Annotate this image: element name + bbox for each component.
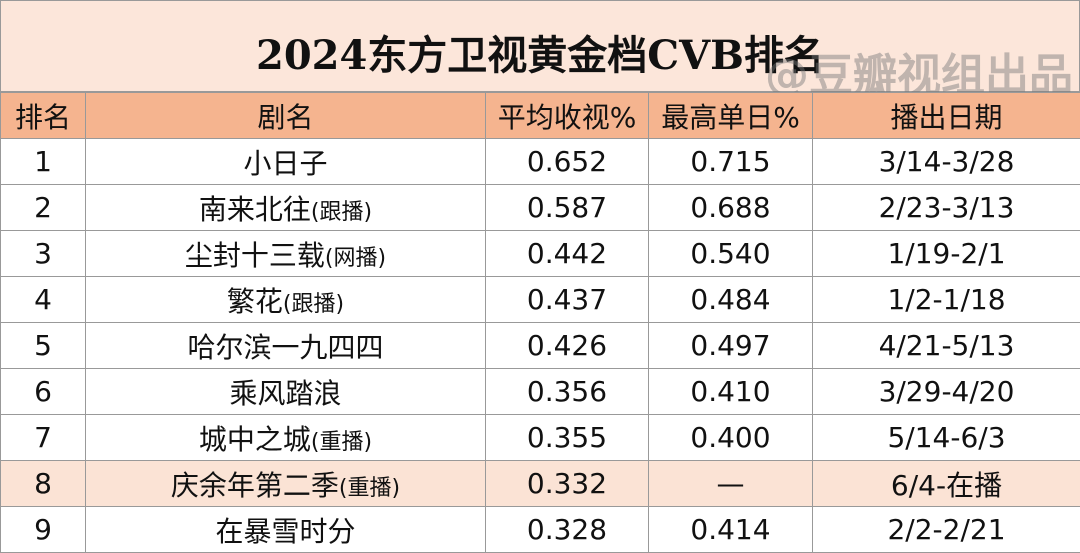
broadcast-tag: (跟播) <box>311 200 372 225</box>
air-dates-cell: 1/2-1/18 <box>813 277 1080 323</box>
peak-rating-cell: 0.540 <box>649 231 813 277</box>
air-dates-cell: 3/29-4/20 <box>813 369 1080 415</box>
air-dates-cell: 2/23-3/13 <box>813 185 1080 231</box>
drama-name: 繁花 <box>227 285 283 318</box>
column-header: 平均收视% <box>486 93 649 139</box>
peak-rating-cell: 0.414 <box>649 507 813 553</box>
drama-name: 乘风踏浪 <box>229 377 341 410</box>
peak-rating-cell: 0.400 <box>649 415 813 461</box>
drama-name: 南来北往 <box>199 193 311 226</box>
avg-rating-cell: 0.356 <box>486 369 649 415</box>
rank-cell: 4 <box>1 277 86 323</box>
name-cell: 尘封十三载(网播) <box>86 231 486 277</box>
rank-cell: 5 <box>1 323 86 369</box>
drama-name: 在暴雪时分 <box>215 515 355 548</box>
avg-rating-cell: 0.355 <box>486 415 649 461</box>
peak-rating-cell: 0.410 <box>649 369 813 415</box>
peak-rating-cell: 0.715 <box>649 139 813 185</box>
avg-rating-cell: 0.652 <box>486 139 649 185</box>
avg-rating-cell: 0.442 <box>486 231 649 277</box>
name-cell: 在暴雪时分 <box>86 507 486 553</box>
rank-cell: 2 <box>1 185 86 231</box>
air-dates-cell: 2/2-2/21 <box>813 507 1080 553</box>
rank-cell: 6 <box>1 369 86 415</box>
air-dates-cell: 4/21-5/13 <box>813 323 1080 369</box>
drama-name: 城中之城 <box>199 423 311 456</box>
peak-rating-cell: — <box>649 461 813 507</box>
rank-cell: 9 <box>1 507 86 553</box>
name-cell: 小日子 <box>86 139 486 185</box>
avg-rating-cell: 0.328 <box>486 507 649 553</box>
peak-rating-cell: 0.497 <box>649 323 813 369</box>
name-cell: 南来北往(跟播) <box>86 185 486 231</box>
air-dates-cell: 3/14-3/28 <box>813 139 1080 185</box>
name-cell: 繁花(跟播) <box>86 277 486 323</box>
peak-rating-cell: 0.484 <box>649 277 813 323</box>
broadcast-tag: (跟播) <box>283 292 344 317</box>
avg-rating-cell: 0.332 <box>486 461 649 507</box>
rank-cell: 8 <box>1 461 86 507</box>
drama-name: 尘封十三载 <box>185 239 325 272</box>
column-header: 排名 <box>1 93 86 139</box>
name-cell: 哈尔滨一九四四 <box>86 323 486 369</box>
header-row: 排名剧名平均收视%最高单日%播出日期 <box>1 93 1080 139</box>
drama-name: 庆余年第二季 <box>171 469 339 502</box>
rank-cell: 1 <box>1 139 86 185</box>
air-dates-cell: 6/4-在播 <box>813 461 1080 507</box>
drama-name: 小日子 <box>243 147 327 180</box>
column-header: 播出日期 <box>813 93 1080 139</box>
name-cell: 乘风踏浪 <box>86 369 486 415</box>
avg-rating-cell: 0.587 <box>486 185 649 231</box>
avg-rating-cell: 0.426 <box>486 323 649 369</box>
broadcast-tag: (重播) <box>339 476 400 501</box>
column-header: 最高单日% <box>649 93 813 139</box>
name-cell: 庆余年第二季(重播) <box>86 461 486 507</box>
rank-cell: 7 <box>1 415 86 461</box>
broadcast-tag: (网播) <box>325 246 386 271</box>
broadcast-tag: (重播) <box>311 430 372 455</box>
name-cell: 城中之城(重播) <box>86 415 486 461</box>
title-bar: 2024东方卫视黄金档CVB排名 @豆瓣视组出品 <box>0 0 1080 92</box>
rank-cell: 3 <box>1 231 86 277</box>
air-dates-cell: 5/14-6/3 <box>813 415 1080 461</box>
column-header: 剧名 <box>86 93 486 139</box>
air-dates-cell: 1/19-2/1 <box>813 231 1080 277</box>
drama-name: 哈尔滨一九四四 <box>187 331 383 364</box>
peak-rating-cell: 0.688 <box>649 185 813 231</box>
avg-rating-cell: 0.437 <box>486 277 649 323</box>
